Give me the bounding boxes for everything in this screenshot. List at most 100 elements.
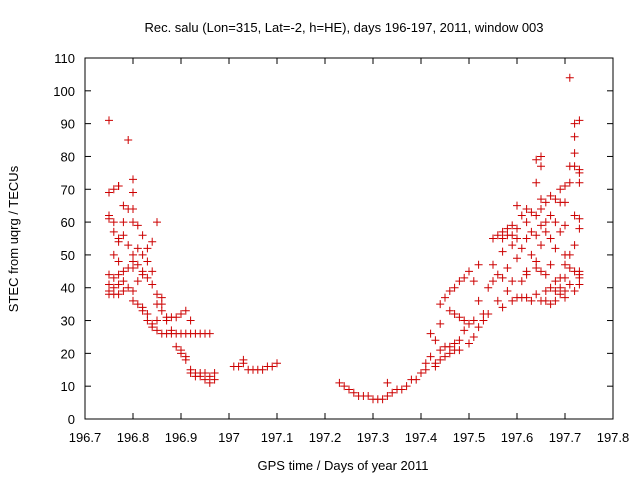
data-point <box>460 273 469 282</box>
data-point <box>335 378 344 387</box>
data-point <box>522 204 531 213</box>
x-tick-label: 197.6 <box>501 430 534 445</box>
data-point <box>489 234 497 243</box>
data-point <box>498 273 507 282</box>
data-point <box>114 290 123 299</box>
data-point <box>517 244 526 253</box>
chart-title: Rec. salu (Lon=315, Lat=-2, h=HE), days … <box>144 20 543 35</box>
data-point <box>201 375 209 384</box>
data-point <box>445 287 454 296</box>
data-point <box>138 270 147 279</box>
data-point <box>114 237 123 246</box>
data-point <box>402 382 411 391</box>
axis-ticks: 196.7 196.8 196.9 197 197.1 197.2 197.3 197.4 19… <box>53 51 629 445</box>
data-point <box>570 241 579 250</box>
x-tick-label: 197.2 <box>309 430 342 445</box>
y-tick-label: 100 <box>53 84 75 99</box>
data-point <box>109 185 118 194</box>
data-point <box>133 277 142 286</box>
data-point <box>105 270 113 279</box>
data-point <box>138 231 147 240</box>
data-point <box>522 293 531 302</box>
data-point <box>436 355 445 364</box>
data-point <box>445 306 454 315</box>
data-point <box>441 293 449 302</box>
data-point <box>489 260 497 269</box>
x-tick-label: 196.9 <box>165 430 198 445</box>
y-axis-label: STEC from uqrg / TECUs <box>6 165 21 312</box>
data-point <box>508 241 517 250</box>
data-point <box>129 218 137 227</box>
data-point <box>157 306 166 315</box>
y-tick-label: 40 <box>61 281 75 296</box>
data-point <box>527 250 536 259</box>
data-point <box>412 375 421 384</box>
data-point <box>537 241 545 250</box>
data-point <box>532 290 541 299</box>
data-point <box>460 326 469 335</box>
data-point <box>138 306 147 315</box>
data-point <box>133 260 142 269</box>
data-point <box>565 250 574 259</box>
data-point <box>556 185 565 194</box>
data-point <box>109 250 118 259</box>
y-tick-label: 90 <box>61 117 75 132</box>
data-point <box>465 267 473 276</box>
data-point <box>129 175 137 184</box>
data-point <box>570 119 579 128</box>
y-tick-label: 50 <box>61 248 75 263</box>
data-point <box>143 273 152 282</box>
data-point <box>565 178 574 187</box>
data-point <box>153 316 161 325</box>
y-tick-label: 0 <box>68 412 75 427</box>
data-point <box>498 303 507 312</box>
data-point <box>436 346 445 355</box>
data-point <box>172 342 181 351</box>
data-point <box>484 283 493 292</box>
data-point <box>527 208 536 217</box>
data-point <box>450 283 459 292</box>
y-tick-label: 80 <box>61 149 75 164</box>
data-point <box>556 290 565 299</box>
data-point <box>551 296 560 305</box>
x-tick-label: 197.5 <box>453 430 486 445</box>
data-point <box>172 313 181 322</box>
data-point <box>129 264 137 273</box>
data-point <box>268 362 277 371</box>
data-point <box>527 227 536 236</box>
data-point <box>349 388 358 397</box>
plot-frame <box>84 57 614 420</box>
data-point <box>465 339 473 348</box>
data-point <box>541 218 550 227</box>
data-point <box>469 277 478 286</box>
data-point <box>124 241 133 250</box>
data-points <box>105 73 584 404</box>
data-point <box>469 332 478 341</box>
x-tick-label: 197.7 <box>549 430 582 445</box>
data-point <box>119 267 128 276</box>
data-point <box>556 227 565 236</box>
x-tick-label: 197.4 <box>405 430 438 445</box>
data-point <box>196 372 205 381</box>
data-point <box>153 326 161 335</box>
data-point <box>441 352 449 361</box>
x-tick-label: 197.8 <box>597 430 630 445</box>
y-tick-label: 70 <box>61 182 75 197</box>
data-point <box>114 181 123 190</box>
data-point <box>460 316 469 325</box>
data-point <box>143 316 152 325</box>
data-point <box>503 264 512 273</box>
data-point <box>153 290 161 299</box>
data-point <box>378 395 387 404</box>
data-point <box>493 296 502 305</box>
data-point <box>551 244 560 253</box>
data-point <box>575 168 584 177</box>
data-point <box>508 221 517 230</box>
data-point <box>129 204 137 213</box>
data-point <box>345 385 353 394</box>
data-point <box>546 234 555 243</box>
data-point <box>148 323 157 332</box>
data-point <box>513 224 521 233</box>
data-point <box>177 349 185 358</box>
